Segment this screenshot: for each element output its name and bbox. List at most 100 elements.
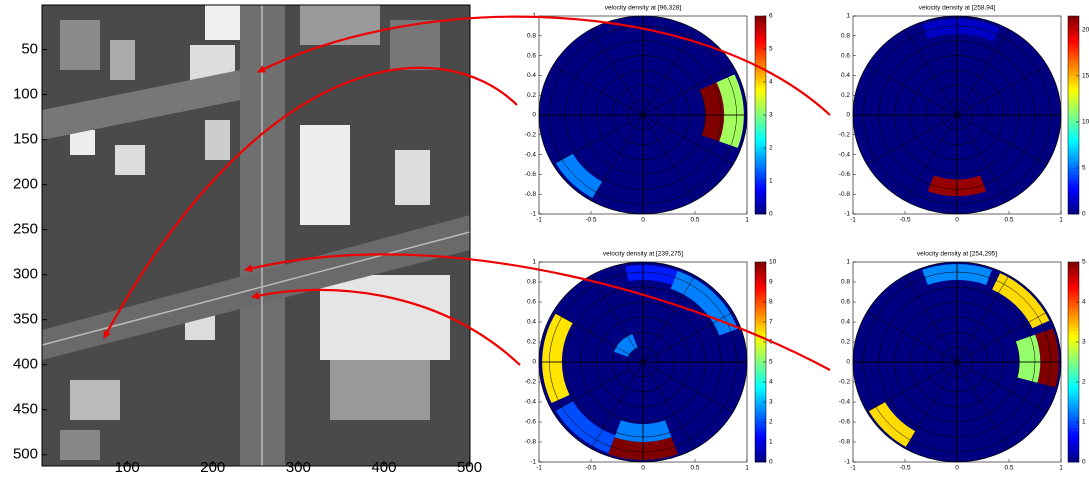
colorbar-step (755, 384, 766, 388)
colorbar-step (1068, 130, 1079, 133)
colorbar-tick-label: 5 (1082, 165, 1086, 172)
colorbar-step (755, 371, 766, 375)
colorbar-step (1068, 174, 1079, 177)
colorbar-step (1068, 109, 1079, 112)
colorbar-step (755, 309, 766, 313)
colorbar-step (1068, 22, 1079, 25)
y-tick-label: -1 (530, 459, 536, 466)
colorbar-step (1068, 381, 1079, 385)
figure: velocity density at [96,328]-1-0.500.51-… (0, 0, 1089, 473)
colorbar-step (1068, 53, 1079, 56)
colorbar-step (755, 362, 766, 366)
colorbar-step (1068, 189, 1079, 192)
x-tick-label: 0.5 (1004, 465, 1013, 472)
y-tick-label: 0.6 (841, 52, 850, 59)
colorbar-step (1068, 365, 1079, 369)
colorbar-step (1068, 278, 1079, 282)
x-tick-label: 0.5 (690, 465, 699, 472)
colorbar-step (1068, 35, 1079, 38)
colorbar-step (755, 403, 766, 407)
colorbar-step (1068, 306, 1079, 310)
y-tick-label: 200 (13, 176, 38, 193)
y-tick-label: -0.6 (525, 419, 537, 426)
x-tick-label: -1 (850, 465, 856, 472)
y-tick-label: 0.8 (841, 279, 850, 286)
colorbar-step (755, 165, 766, 168)
colorbar-step (1068, 47, 1079, 50)
colorbar-step (1068, 406, 1079, 410)
colorbar-step (755, 53, 766, 56)
colorbar-step (755, 177, 766, 180)
colorbar-tick-label: 6 (769, 13, 773, 20)
colorbar-step (1068, 149, 1079, 152)
colorbar-step (755, 134, 766, 137)
y-tick-label: 400 (13, 356, 38, 373)
colorbar-step (755, 183, 766, 186)
colorbar-step (1068, 296, 1079, 300)
colorbar-step (1068, 78, 1079, 81)
colorbar-step (1068, 415, 1079, 419)
y-tick-label: 0.6 (527, 52, 536, 59)
colorbar-step (755, 275, 766, 279)
y-tick-label: 0 (846, 359, 850, 366)
colorbar-step (1068, 384, 1079, 388)
colorbar-step (1068, 284, 1079, 288)
colorbar-step (755, 456, 766, 460)
colorbar-step (755, 303, 766, 307)
y-tick-label: 500 (13, 446, 38, 463)
colorbar-step (1068, 321, 1079, 325)
colorbar-step (755, 268, 766, 272)
colorbar-step (755, 106, 766, 109)
y-tick-label: 0.2 (841, 339, 850, 346)
colorbar-step (755, 78, 766, 81)
colorbar-step (755, 356, 766, 360)
colorbar-step (755, 415, 766, 419)
colorbar-step (1068, 396, 1079, 400)
colorbar-step (755, 38, 766, 41)
colorbar-step (755, 262, 766, 266)
colorbar-step (755, 418, 766, 422)
colorbar-step (755, 28, 766, 31)
colorbar-step (755, 434, 766, 438)
x-tick-label: -0.5 (585, 217, 597, 224)
y-tick-label: -0.8 (525, 439, 537, 446)
colorbar-step (1068, 165, 1079, 168)
colorbar-step (1068, 183, 1079, 186)
colorbar-step (1068, 331, 1079, 335)
x-tick-label: 400 (371, 459, 396, 473)
colorbar-step (755, 425, 766, 429)
colorbar-step (755, 318, 766, 322)
colorbar-step (755, 290, 766, 294)
colorbar-step (1068, 418, 1079, 422)
colorbar-step (1068, 140, 1079, 143)
colorbar-step (1068, 359, 1079, 363)
colorbar-step (1068, 456, 1079, 460)
colorbar-step (1068, 412, 1079, 416)
colorbar-step (1068, 87, 1079, 90)
colorbar-step (1068, 115, 1079, 118)
y-tick-label: 0.6 (841, 299, 850, 306)
colorbar-step (755, 446, 766, 450)
y-tick-label: 150 (13, 131, 38, 148)
colorbar-tick-label: 1 (769, 178, 773, 185)
colorbar-step (755, 400, 766, 404)
colorbar-step (1068, 208, 1079, 211)
colorbar-step (755, 312, 766, 316)
colorbar-tick-label: 0 (769, 459, 773, 466)
colorbar-step (1068, 300, 1079, 304)
colorbar-step (755, 368, 766, 372)
colorbar-step (1068, 69, 1079, 72)
colorbar-step (755, 158, 766, 161)
colorbar-tick-label: 1 (769, 439, 773, 446)
x-tick-label: 300 (286, 459, 311, 473)
y-tick-label: 50 (21, 41, 38, 58)
colorbar-step (755, 450, 766, 454)
colorbar-step (1068, 393, 1079, 397)
colorbar-step (1068, 281, 1079, 285)
y-tick-label: -0.2 (839, 132, 851, 139)
colorbar-step (1068, 337, 1079, 341)
colorbar-tick-label: 5 (769, 359, 773, 366)
y-tick-label: 1 (846, 13, 850, 20)
x-tick-label: 0.5 (690, 217, 699, 224)
colorbar-step (755, 121, 766, 124)
